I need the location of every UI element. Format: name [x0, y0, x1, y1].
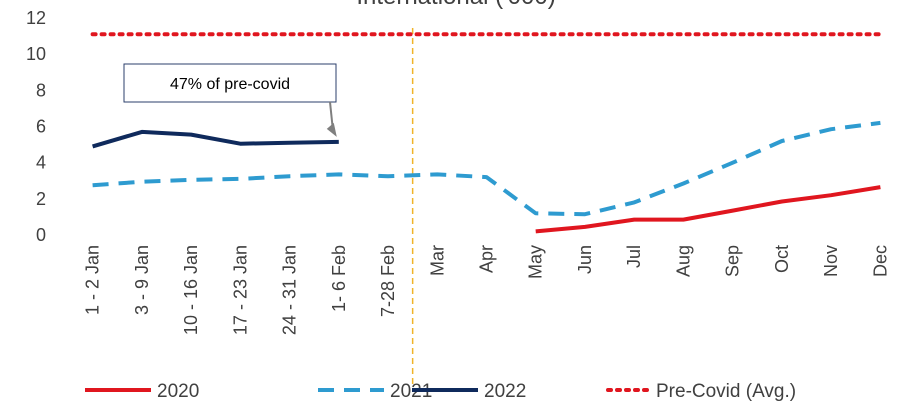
x-tick-label: May	[526, 245, 546, 279]
y-tick-label: 10	[26, 44, 46, 64]
x-tick-label: 7-28 Feb	[378, 245, 398, 317]
y-tick-label: 8	[36, 80, 46, 100]
x-tick-label: Sep	[723, 245, 743, 277]
x-tick-label: 1 - 2 Jan	[83, 245, 103, 315]
y-tick-label: 0	[36, 225, 46, 245]
chart-title: International ('000)	[356, 0, 555, 10]
y-tick-label: 2	[36, 189, 46, 209]
x-tick-label: 24 - 31 Jan	[280, 245, 300, 335]
annotation: 47% of pre-covid	[123, 63, 337, 137]
y-tick-label: 4	[36, 153, 46, 173]
legend-label: Pre-Covid (Avg.)	[656, 381, 796, 402]
y-axis: 0 2 4 6 8 10 12	[26, 8, 46, 245]
x-tick-label: Apr	[477, 245, 497, 273]
x-tick-label: Oct	[772, 245, 792, 273]
legend-label: 2020	[157, 381, 199, 402]
annotation-arrowhead	[326, 122, 337, 137]
x-tick-label: 17 - 23 Jan	[230, 245, 250, 335]
y-tick-label: 12	[26, 8, 46, 28]
x-tick-label: 10 - 16 Jan	[181, 245, 201, 335]
series-line-2022	[92, 129, 339, 149]
annotation-text: 47% of pre-covid	[170, 76, 290, 93]
annotation-box	[123, 63, 337, 103]
series-line-2020	[535, 185, 881, 234]
x-tick-label: Mar	[427, 245, 447, 276]
legend-label: 2022	[484, 381, 526, 402]
x-axis: 1 - 2 Jan 3 - 9 Jan 10 - 16 Jan 17 - 23 Jan…	[83, 245, 891, 335]
y-tick-label: 6	[36, 117, 46, 137]
x-tick-label: Aug	[673, 245, 693, 277]
x-tick-label: Jul	[624, 245, 644, 268]
x-tick-label: Dec	[870, 245, 890, 277]
legend: 2020 2021 2022 Pre-Covid (Avg.)	[85, 381, 796, 402]
series-layer	[90, 32, 883, 234]
legend-label: 2021	[390, 381, 432, 402]
x-tick-label: Nov	[821, 245, 841, 277]
series-line-2021	[92, 120, 881, 217]
x-tick-label: Jun	[575, 245, 595, 274]
x-tick-label: 3 - 9 Jan	[132, 245, 152, 315]
x-tick-label: 1- 6 Feb	[329, 245, 349, 312]
